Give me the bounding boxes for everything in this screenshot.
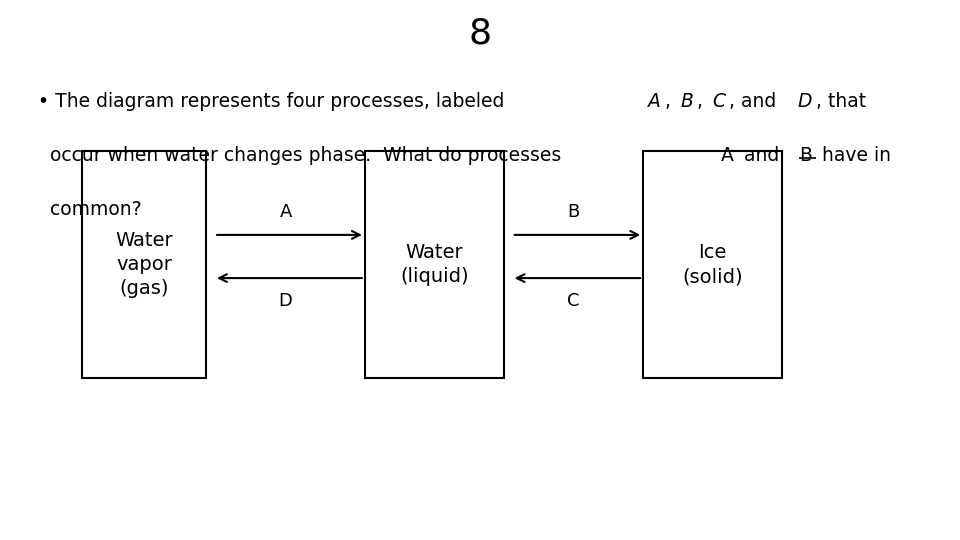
Text: Water
(liquid): Water (liquid) [400,243,468,286]
Bar [643,151,782,378]
Text: B: B [567,204,580,221]
Text: ,: , [697,92,708,111]
Text: common?: common? [38,200,142,219]
Text: have in: have in [816,146,891,165]
Text: occur when water changes phase.  What do processes: occur when water changes phase. What do … [38,146,567,165]
Text: Water
vapor
(gas): Water vapor (gas) [115,231,173,298]
Text: and: and [738,146,785,165]
Text: C: C [567,292,580,309]
Text: • The diagram represents four processes, labeled: • The diagram represents four processes,… [38,92,511,111]
Text: A: A [721,146,734,165]
Text: , and: , and [729,92,782,111]
Text: 8: 8 [468,16,492,50]
Text: ,: , [664,92,677,111]
Bar [82,151,206,378]
Text: C: C [712,92,725,111]
Text: A: A [279,204,292,221]
Text: B: B [680,92,693,111]
Bar [365,151,504,378]
Text: Ice
(solid): Ice (solid) [683,243,743,286]
Text: D: D [278,292,293,309]
Text: B: B [799,146,812,165]
Text: D: D [798,92,812,111]
Text: , that: , that [816,92,867,111]
Text: A: A [648,92,660,111]
